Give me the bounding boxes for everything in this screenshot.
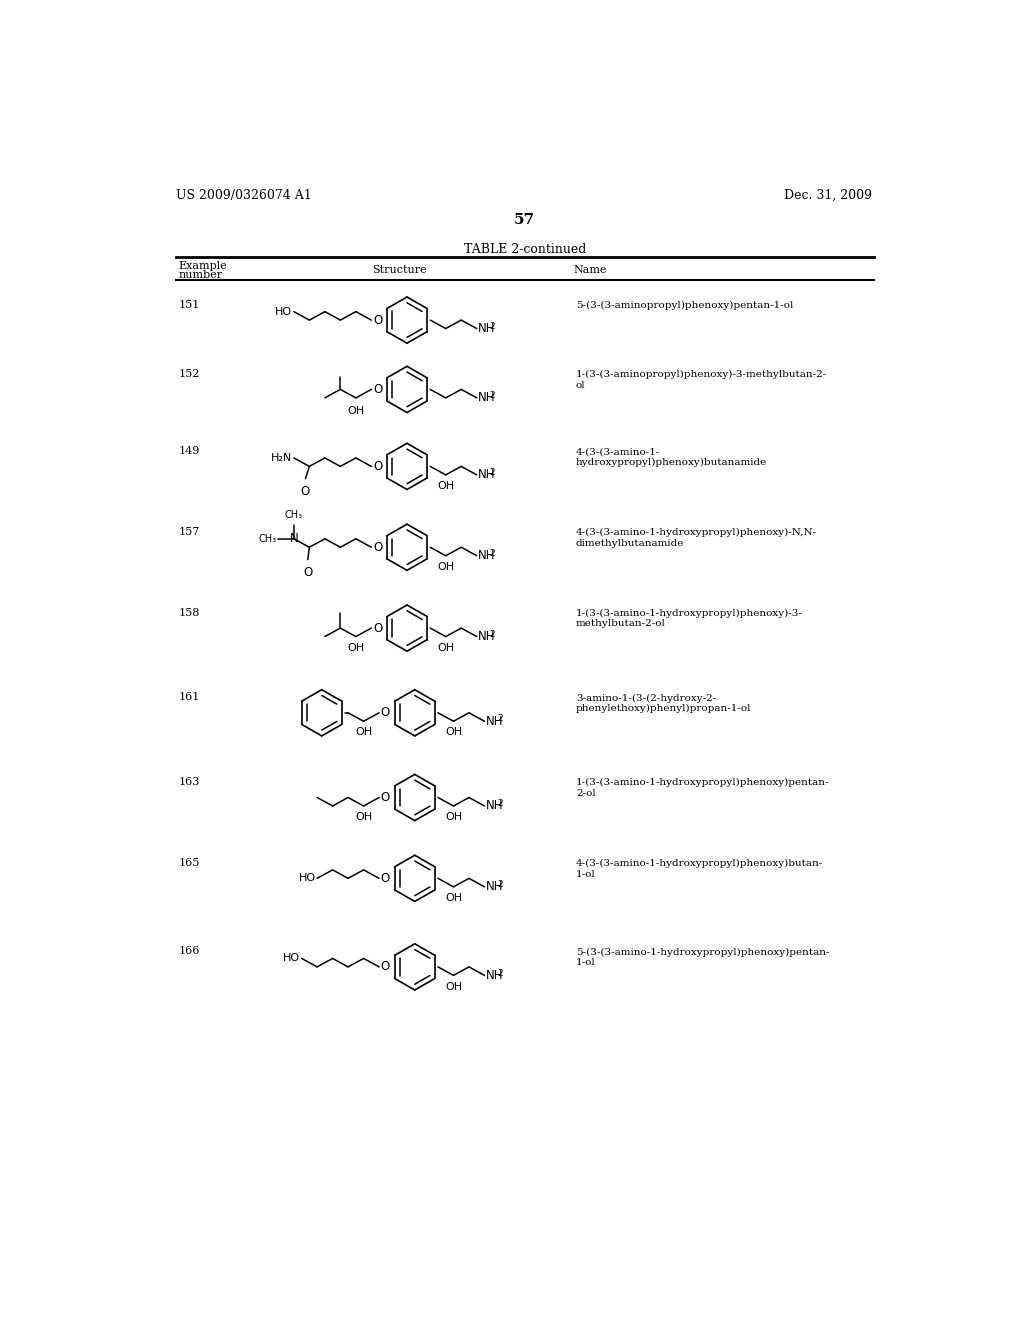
Text: NH: NH <box>486 800 504 813</box>
Text: OH: OH <box>445 892 462 903</box>
Text: 4-(3-(3-amino-1-hydroxypropyl)phenoxy)butan-
1-ol: 4-(3-(3-amino-1-hydroxypropyl)phenoxy)bu… <box>575 859 823 879</box>
Text: 57: 57 <box>514 213 536 227</box>
Text: 5-(3-(3-amino-1-hydroxypropyl)phenoxy)pentan-
1-ol: 5-(3-(3-amino-1-hydroxypropyl)phenoxy)pe… <box>575 948 829 968</box>
Text: 5-(3-(3-aminopropyl)phenoxy)pentan-1-ol: 5-(3-(3-aminopropyl)phenoxy)pentan-1-ol <box>575 301 794 310</box>
Text: 158: 158 <box>178 607 200 618</box>
Text: CH₃: CH₃ <box>259 533 276 544</box>
Text: OH: OH <box>355 812 372 822</box>
Text: 2: 2 <box>497 714 503 723</box>
Text: 2: 2 <box>497 799 503 808</box>
Text: 2: 2 <box>497 969 503 978</box>
Text: 1-(3-(3-amino-1-hydroxypropyl)phenoxy)pentan-
2-ol: 1-(3-(3-amino-1-hydroxypropyl)phenoxy)pe… <box>575 779 829 797</box>
Text: Structure: Structure <box>372 265 427 275</box>
Text: Dec. 31, 2009: Dec. 31, 2009 <box>784 189 872 202</box>
Text: OH: OH <box>355 727 372 738</box>
Text: 2: 2 <box>489 630 495 639</box>
Text: OH: OH <box>445 982 462 991</box>
Text: O: O <box>301 484 310 498</box>
Text: OH: OH <box>347 405 365 416</box>
Text: OH: OH <box>445 727 462 738</box>
Text: TABLE 2-continued: TABLE 2-continued <box>464 243 586 256</box>
Text: NH: NH <box>478 469 496 482</box>
Text: O: O <box>373 383 382 396</box>
Text: 3-amino-1-(3-(2-hydroxy-2-
phenylethoxy)phenyl)propan-1-ol: 3-amino-1-(3-(2-hydroxy-2- phenylethoxy)… <box>575 693 752 713</box>
Text: Example: Example <box>178 261 227 271</box>
Text: O: O <box>373 541 382 554</box>
Text: 2: 2 <box>489 549 495 558</box>
Text: NH: NH <box>478 549 496 562</box>
Text: O: O <box>373 622 382 635</box>
Text: 163: 163 <box>178 777 200 787</box>
Text: 161: 161 <box>178 693 200 702</box>
Text: 152: 152 <box>178 370 200 379</box>
Text: 166: 166 <box>178 946 200 957</box>
Text: 1-(3-(3-aminopropyl)phenoxy)-3-methylbutan-2-
ol: 1-(3-(3-aminopropyl)phenoxy)-3-methylbut… <box>575 370 827 389</box>
Text: 157: 157 <box>178 527 200 537</box>
Text: OH: OH <box>437 562 455 572</box>
Text: number: number <box>178 269 222 280</box>
Text: OH: OH <box>445 812 462 822</box>
Text: OH: OH <box>437 480 455 491</box>
Text: O: O <box>373 314 382 326</box>
Text: O: O <box>381 706 390 719</box>
Text: NH: NH <box>478 391 496 404</box>
Text: 2: 2 <box>497 880 503 888</box>
Text: NH: NH <box>486 714 504 727</box>
Text: H₂N: H₂N <box>271 453 292 463</box>
Text: 151: 151 <box>178 300 200 310</box>
Text: NH: NH <box>486 969 504 982</box>
Text: 2: 2 <box>489 391 495 400</box>
Text: CH₃: CH₃ <box>285 511 303 520</box>
Text: 2: 2 <box>489 322 495 331</box>
Text: O: O <box>381 871 390 884</box>
Text: 149: 149 <box>178 446 200 455</box>
Text: 4-(3-(3-amino-1-
hydroxypropyl)phenoxy)butanamide: 4-(3-(3-amino-1- hydroxypropyl)phenoxy)b… <box>575 447 767 467</box>
Text: NH: NH <box>478 322 496 335</box>
Text: OH: OH <box>437 643 455 652</box>
Text: Name: Name <box>573 265 607 275</box>
Text: NH: NH <box>486 880 504 894</box>
Text: OH: OH <box>347 643 365 652</box>
Text: 165: 165 <box>178 858 200 869</box>
Text: 4-(3-(3-amino-1-hydroxypropyl)phenoxy)-N,N-
dimethylbutanamide: 4-(3-(3-amino-1-hydroxypropyl)phenoxy)-N… <box>575 528 817 548</box>
Text: NH: NH <box>478 630 496 643</box>
Text: O: O <box>373 459 382 473</box>
Text: O: O <box>381 961 390 973</box>
Text: N: N <box>290 532 299 545</box>
Text: HO: HO <box>275 306 292 317</box>
Text: US 2009/0326074 A1: US 2009/0326074 A1 <box>176 189 311 202</box>
Text: O: O <box>303 566 312 578</box>
Text: HO: HO <box>283 953 300 964</box>
Text: 2: 2 <box>489 469 495 477</box>
Text: 1-(3-(3-amino-1-hydroxypropyl)phenoxy)-3-
methylbutan-2-ol: 1-(3-(3-amino-1-hydroxypropyl)phenoxy)-3… <box>575 609 803 628</box>
Text: O: O <box>381 791 390 804</box>
Text: HO: HO <box>298 874 315 883</box>
